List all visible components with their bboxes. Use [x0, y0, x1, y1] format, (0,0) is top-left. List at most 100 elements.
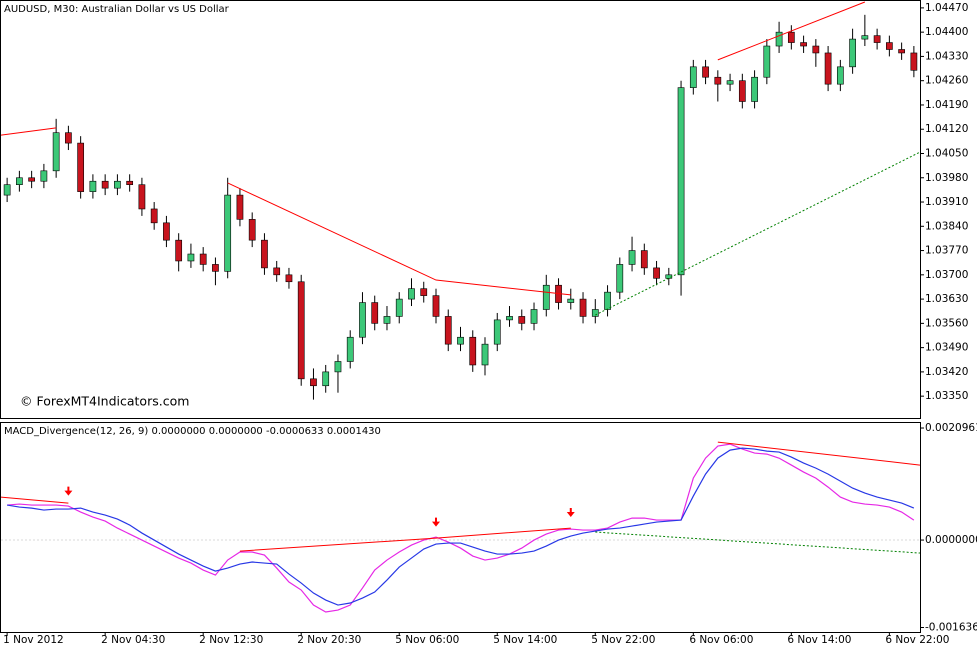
candle-body: [285, 274, 293, 283]
candle-body: [346, 336, 354, 362]
x-tick-label: 2 Nov 20:30: [297, 634, 361, 646]
candle-body: [261, 239, 268, 269]
trend-line: [227, 182, 571, 296]
candle-body: [714, 76, 722, 85]
candle-body: [775, 31, 783, 47]
candle-body: [359, 302, 366, 338]
candle-body: [89, 180, 97, 192]
candle-body: [432, 295, 440, 317]
candle-body: [322, 371, 330, 387]
candle-body: [567, 298, 575, 303]
x-tick-label: 6 Nov 06:00: [689, 634, 753, 646]
x-tick-label: 5 Nov 14:00: [493, 634, 557, 646]
y-tick-label: 1.03840: [925, 220, 968, 232]
x-tick-label: 5 Nov 06:00: [395, 634, 459, 646]
candle-body: [297, 281, 305, 380]
candle-body: [493, 319, 501, 345]
trend-line: [239, 527, 571, 552]
candle-body: [28, 177, 35, 182]
candle-body: [677, 87, 685, 276]
candle-body: [248, 219, 256, 241]
candle-body: [114, 180, 121, 189]
macd-line: [7, 447, 915, 606]
candle-body: [16, 177, 23, 185]
y-tick-label: -0.0016360: [925, 622, 977, 634]
candle-body: [702, 66, 709, 78]
candle-body: [383, 316, 391, 324]
y-tick-label: 1.03420: [925, 366, 968, 378]
candle-body: [444, 316, 452, 345]
y-tick-label: 1.04400: [925, 26, 968, 38]
candle-body: [751, 76, 758, 102]
candle-body: [518, 316, 526, 324]
candle-body: [395, 298, 403, 317]
indicator-title: MACD_Divergence(12, 26, 9) 0.0000000 0.0…: [4, 426, 381, 437]
candle-body: [175, 239, 183, 262]
macd-line: [7, 443, 915, 613]
y-tick-label: 1.03350: [925, 390, 968, 402]
candle-body: [579, 298, 587, 317]
watermark: © ForexMT4Indicators.com: [20, 394, 189, 409]
y-tick-label: 0.0020961: [925, 422, 977, 434]
candle-body: [800, 42, 807, 47]
y-tick-label: 1.04330: [925, 50, 968, 62]
x-tick-label: 6 Nov 14:00: [787, 634, 851, 646]
candle-body: [604, 291, 611, 310]
candle-body: [824, 52, 832, 85]
y-tick-label: 1.04260: [925, 75, 968, 87]
candle-body: [138, 184, 146, 210]
candle-body: [506, 316, 513, 321]
candle-body: [310, 378, 317, 387]
candle-body: [212, 264, 219, 272]
y-tick-label: 1.04190: [925, 99, 968, 111]
candle-body: [836, 66, 844, 85]
trend-line: [0, 127, 57, 136]
candle-body: [65, 132, 72, 144]
candle-body: [787, 31, 795, 43]
candle-body: [101, 180, 109, 189]
y-tick-label: 1.03980: [925, 172, 968, 184]
candle-body: [420, 288, 428, 296]
trend-line: [0, 496, 69, 504]
candle-body: [77, 142, 85, 192]
y-tick-label: 1.04120: [925, 123, 968, 135]
y-tick-label: 1.04050: [925, 147, 968, 159]
y-tick-label: 1.03630: [925, 293, 968, 305]
candle-body: [689, 66, 697, 88]
signal-arrow: [431, 517, 440, 527]
candle-body: [481, 343, 489, 366]
y-tick-label: 1.03560: [925, 317, 968, 329]
signal-arrow: [64, 486, 73, 496]
trend-line: [595, 151, 921, 316]
candle-body: [640, 250, 648, 269]
candle-body: [542, 284, 550, 310]
candle-body: [224, 194, 232, 272]
trend-line: [717, 1, 866, 61]
candle-body: [3, 184, 11, 196]
y-tick-label: 0.0000000: [925, 534, 977, 546]
candle-body: [371, 302, 379, 324]
candle-body: [199, 253, 207, 265]
y-tick-label: 1.03700: [925, 269, 968, 281]
x-tick-label: 5 Nov 22:00: [591, 634, 655, 646]
candle-body: [886, 42, 893, 50]
y-tick-label: 1.03770: [925, 245, 968, 257]
candle-body: [873, 35, 881, 43]
main-frame: [0, 0, 921, 419]
candle-body: [40, 170, 48, 182]
candle-body: [726, 80, 734, 85]
candle-body: [653, 267, 660, 279]
candle-body: [469, 336, 477, 366]
signal-arrow: [566, 508, 575, 518]
candle-body: [530, 309, 538, 324]
candle-body: [628, 250, 636, 265]
x-tick-label: 1 Nov 2012: [3, 634, 64, 646]
candle-body: [187, 253, 195, 262]
candle-body: [591, 309, 599, 317]
candle-body: [616, 264, 624, 293]
candle-body: [457, 336, 464, 345]
candle-body: [738, 80, 746, 102]
candle-body: [150, 208, 158, 224]
